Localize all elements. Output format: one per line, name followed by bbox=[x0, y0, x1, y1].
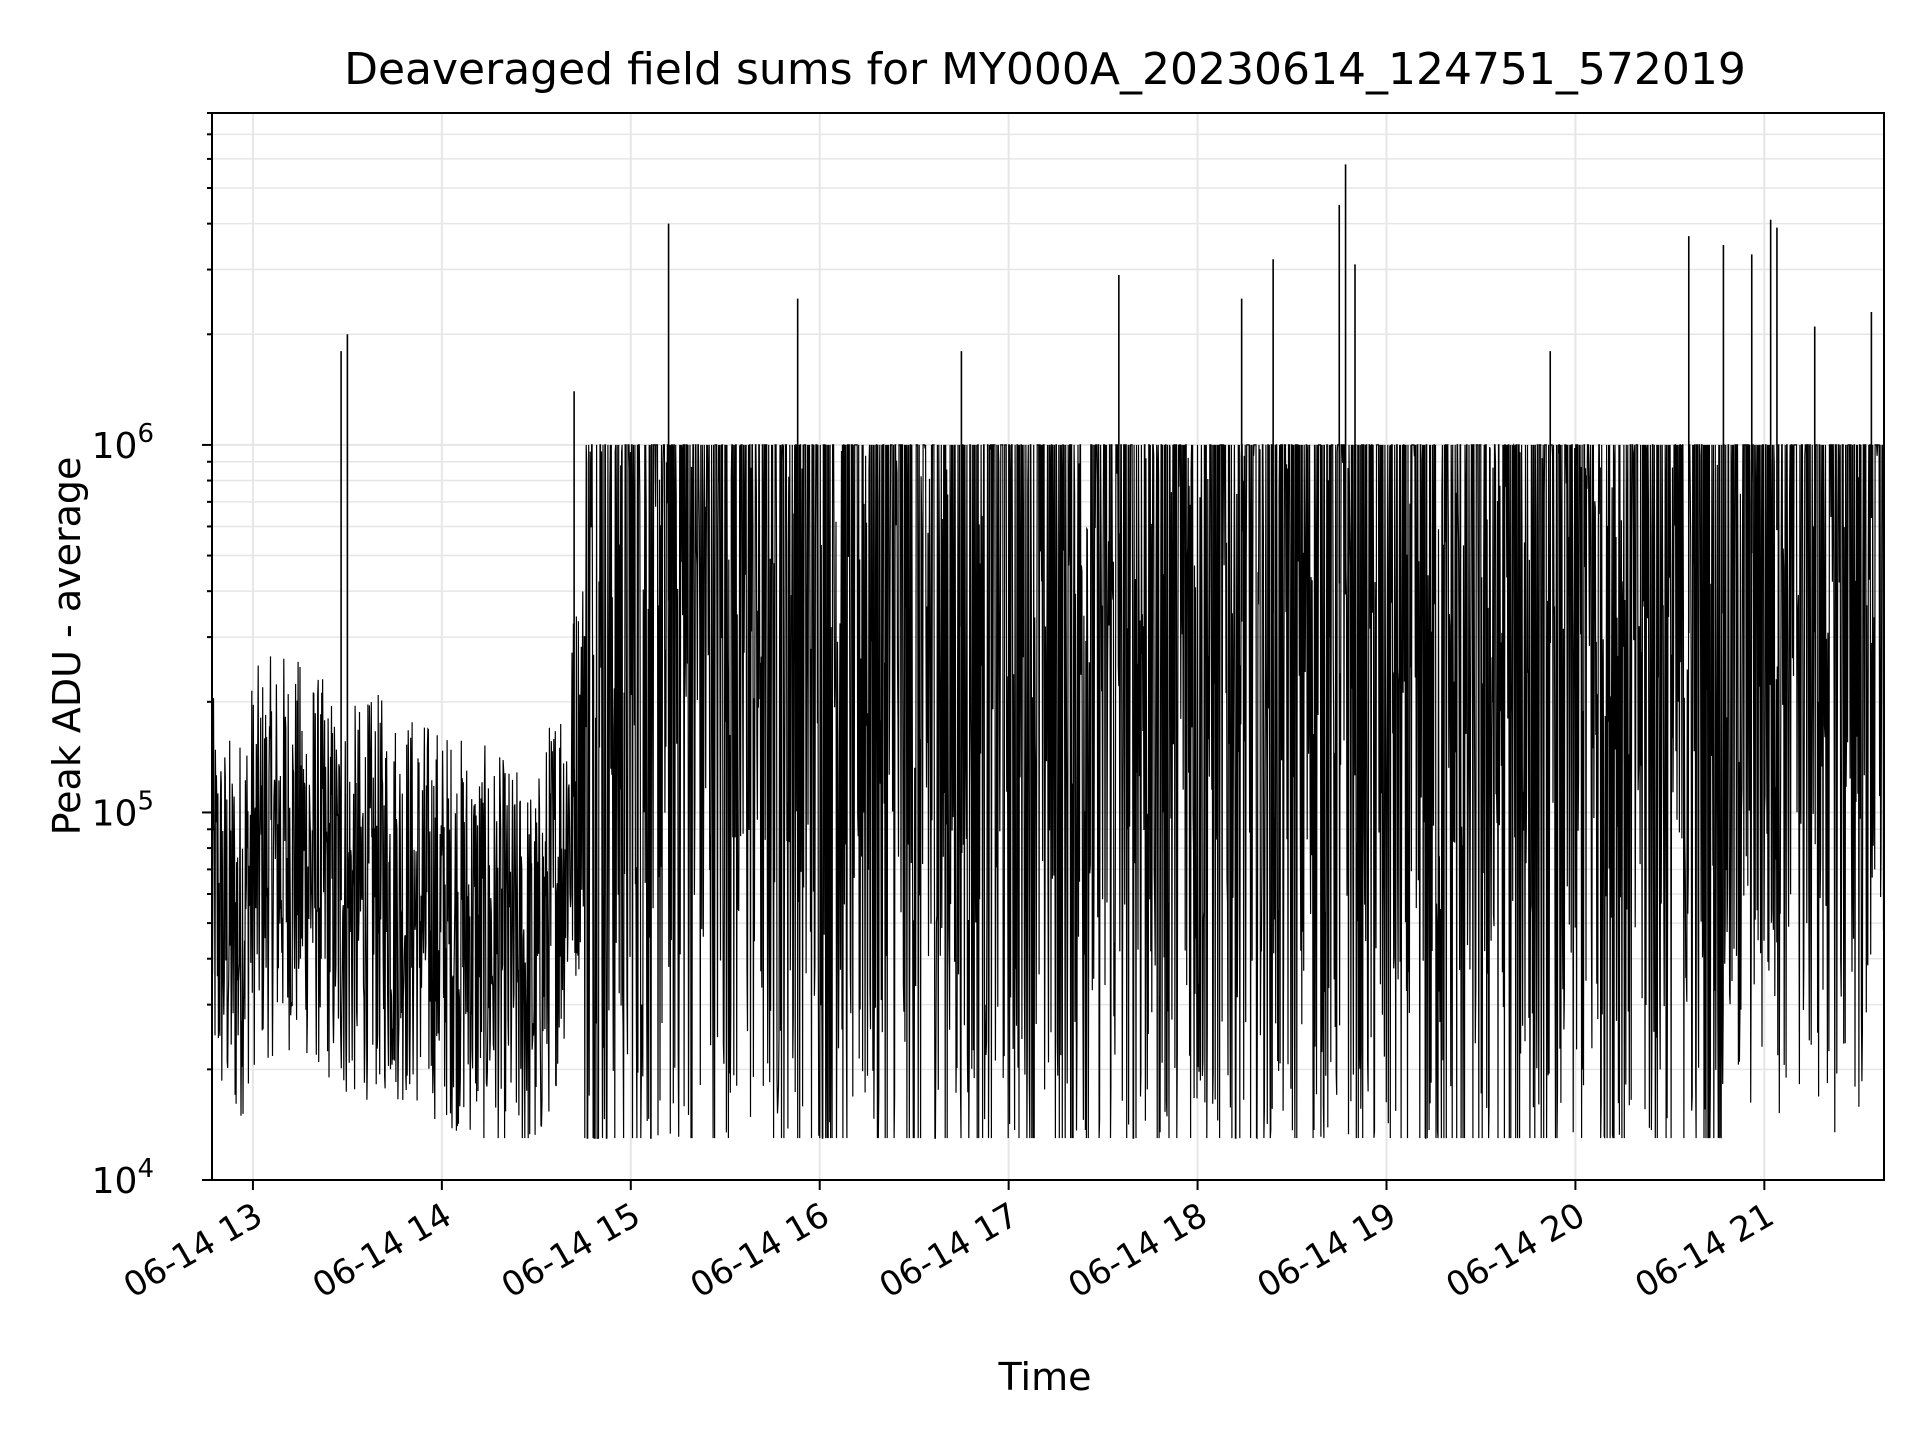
series-line bbox=[211, 442, 1885, 1140]
y-tick-label: 106 bbox=[92, 419, 154, 467]
y-tick-label: 104 bbox=[92, 1154, 154, 1202]
x-axis-label: Time bbox=[998, 1355, 1092, 1399]
data-series bbox=[211, 164, 1885, 1140]
chart-title: Deaveraged field sums for MY000A_2023061… bbox=[344, 44, 1746, 95]
y-tick-label: 105 bbox=[92, 786, 154, 834]
y-axis-label: Peak ADU - average bbox=[45, 457, 89, 836]
plot-frame bbox=[211, 112, 1885, 1181]
